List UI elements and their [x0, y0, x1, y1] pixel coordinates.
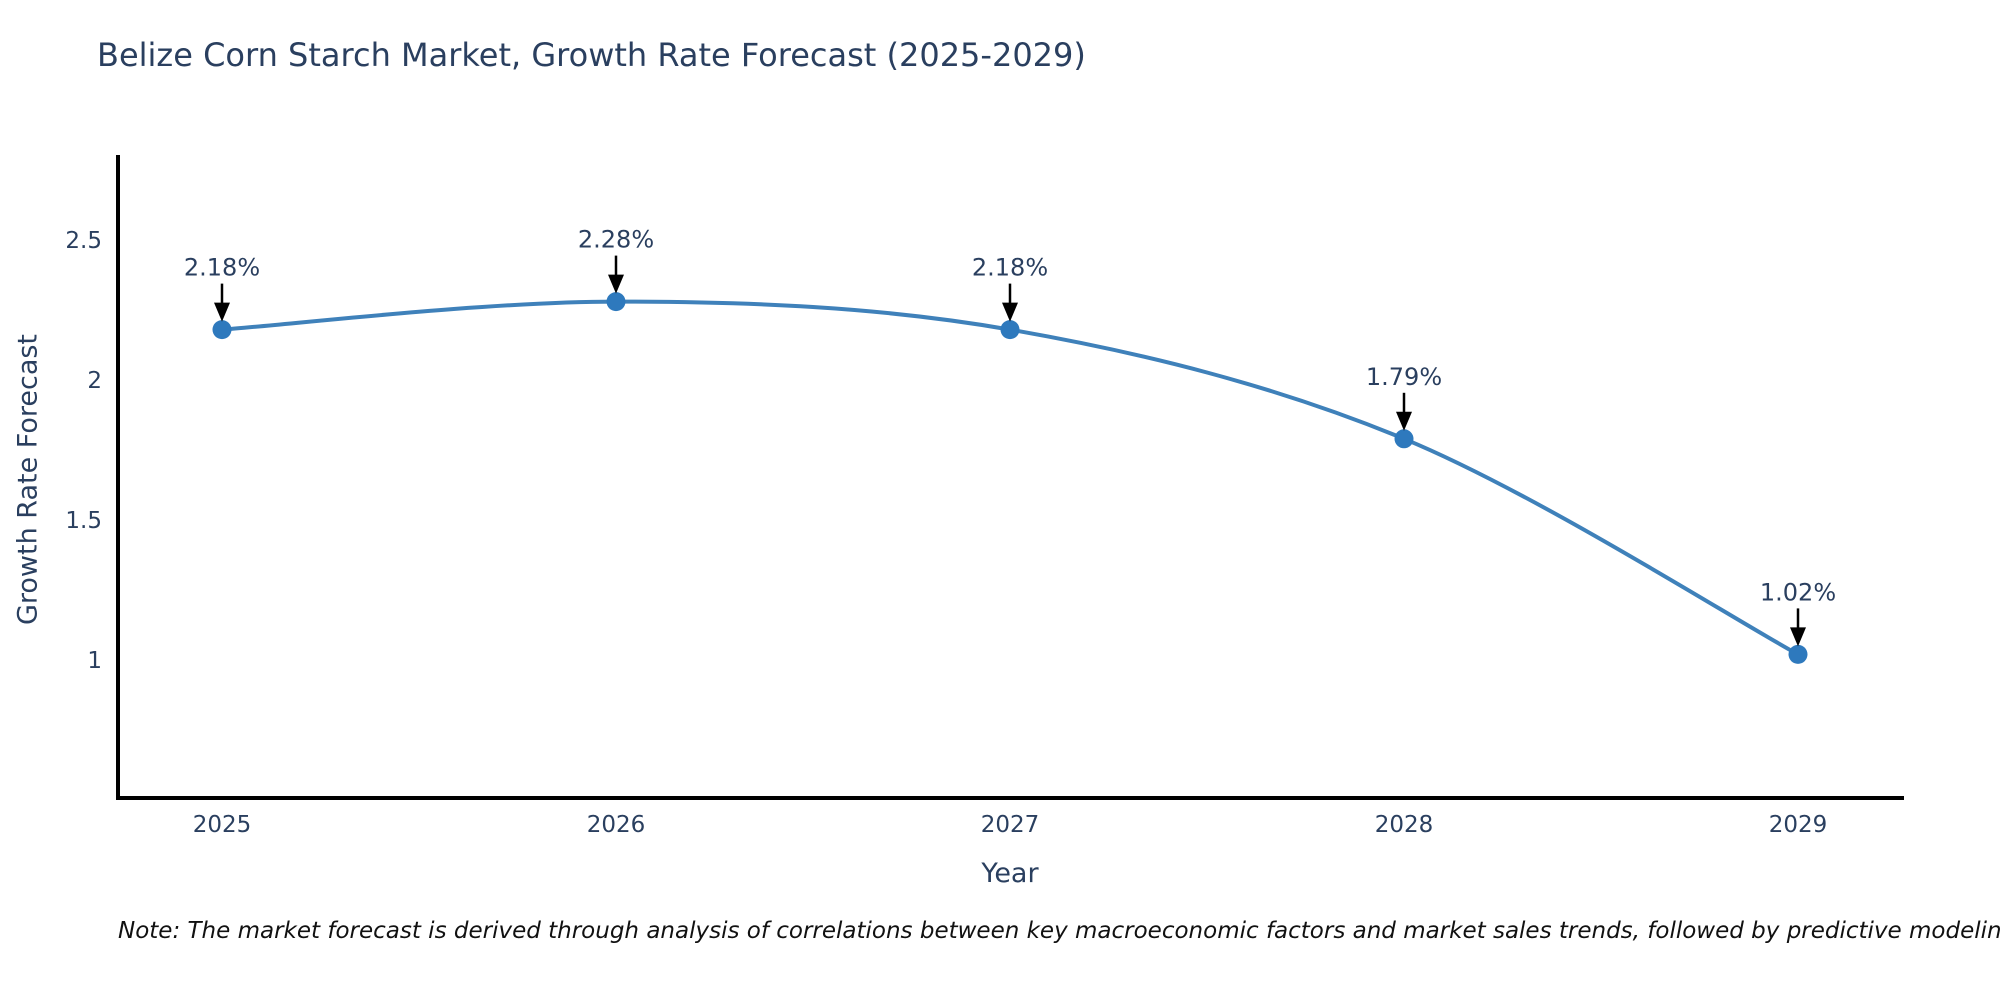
point-annotation: 1.02%	[1760, 578, 1836, 606]
x-tick-label: 2029	[1769, 812, 1828, 838]
x-tick-label: 2025	[193, 812, 252, 838]
y-tick-label: 2.5	[65, 228, 102, 254]
data-point-2029[interactable]	[1788, 644, 1808, 664]
y-tick-label: 1	[87, 648, 102, 674]
data-point-2026[interactable]	[606, 292, 626, 312]
annotation-arrowhead	[1790, 627, 1806, 647]
x-axis-title: Year	[981, 858, 1039, 889]
footnote: Note: The market forecast is derived thr…	[118, 918, 2000, 944]
chart-title: Belize Corn Starch Market, Growth Rate F…	[97, 36, 1086, 74]
forecast-line	[220, 299, 1800, 657]
y-axis-title: Growth Rate Forecast	[12, 333, 44, 626]
annotation-arrowhead	[214, 302, 230, 322]
x-tick-label: 2026	[587, 812, 646, 838]
data-point-2025[interactable]	[212, 320, 232, 340]
x-tick-label: 2028	[1375, 812, 1434, 838]
annotation-arrowhead	[1396, 411, 1412, 431]
y-tick-label: 2	[87, 368, 102, 394]
point-annotation: 2.18%	[972, 254, 1048, 282]
data-point-2027[interactable]	[1000, 320, 1020, 340]
annotation-arrowhead	[608, 274, 624, 294]
point-annotation: 1.79%	[1366, 363, 1442, 391]
point-annotation: 2.28%	[578, 226, 654, 254]
y-tick-label: 1.5	[65, 508, 102, 534]
data-point-2028[interactable]	[1394, 429, 1414, 449]
x-tick-label: 2027	[981, 812, 1040, 838]
point-annotation: 2.18%	[184, 254, 260, 282]
annotation-arrowhead	[1002, 302, 1018, 322]
